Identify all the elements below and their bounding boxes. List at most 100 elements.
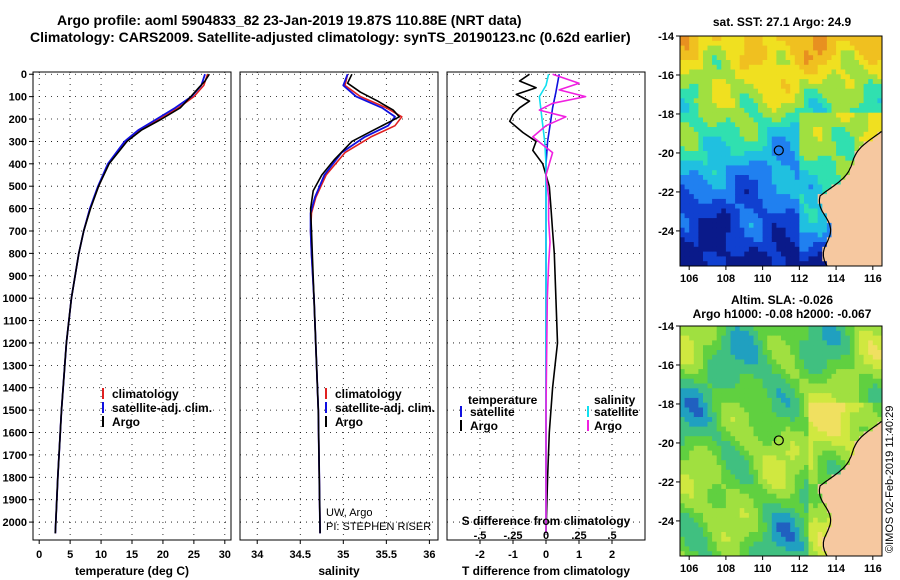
map-cell xyxy=(680,103,686,109)
map-cell xyxy=(863,326,869,332)
map-cell xyxy=(703,40,709,47)
map-cell xyxy=(877,227,883,233)
map-cell xyxy=(813,213,819,219)
map-cell xyxy=(735,436,741,442)
map-cell xyxy=(863,503,869,509)
map-cell xyxy=(693,88,699,94)
map-cell xyxy=(684,512,690,519)
map-cell xyxy=(776,340,782,346)
map-cell xyxy=(684,373,690,380)
map-cell xyxy=(826,155,832,162)
map-cell xyxy=(817,536,823,543)
map-x-tick-label: 108 xyxy=(717,563,735,575)
map-cell xyxy=(813,141,819,147)
map-cell xyxy=(826,151,832,157)
map-cell xyxy=(776,345,782,351)
map-cell xyxy=(689,455,695,461)
map-cell xyxy=(748,141,754,147)
map-cell xyxy=(771,373,777,380)
map-cell xyxy=(707,541,713,547)
map-cell xyxy=(744,127,750,133)
map-cell xyxy=(831,184,837,190)
map-cell xyxy=(716,146,722,152)
map-cell xyxy=(735,122,741,128)
map-cell xyxy=(845,488,851,495)
map-cell xyxy=(712,541,718,547)
map-cell xyxy=(817,354,823,361)
map-cell xyxy=(826,40,832,47)
map-cell xyxy=(744,74,750,80)
map-cell xyxy=(725,488,731,495)
map-cell xyxy=(836,373,842,380)
map-cell xyxy=(863,198,869,205)
map-cell xyxy=(776,69,782,75)
map-cell xyxy=(684,227,690,233)
map-cell xyxy=(785,232,791,238)
map-cell xyxy=(877,36,883,42)
map-cell xyxy=(799,426,805,432)
map-cell xyxy=(753,512,759,519)
map-cell xyxy=(794,194,800,200)
map-cell xyxy=(771,445,777,452)
map-cell xyxy=(730,136,736,142)
map-cell xyxy=(771,541,777,547)
map-cell xyxy=(826,350,832,356)
map-cell xyxy=(808,242,814,248)
map-cell xyxy=(877,517,883,523)
map-cell xyxy=(753,412,759,418)
map-cell xyxy=(716,441,722,447)
map-cell xyxy=(693,36,699,42)
map-cell xyxy=(767,460,773,466)
map-cell xyxy=(684,421,690,428)
map-cell xyxy=(808,546,814,552)
map-cell xyxy=(744,251,750,257)
map-cell xyxy=(781,93,787,99)
map-cell xyxy=(767,498,773,504)
map-cell xyxy=(804,479,810,485)
map-cell xyxy=(817,397,823,404)
map-cell xyxy=(703,335,709,341)
map-cell xyxy=(854,469,860,476)
map-cell xyxy=(776,359,782,365)
map-cell xyxy=(799,107,805,114)
map-cell xyxy=(794,198,800,205)
map-cell xyxy=(781,60,787,66)
map-cell xyxy=(781,508,787,514)
map-cell xyxy=(836,146,842,152)
map-cell xyxy=(735,194,741,200)
map-cell xyxy=(794,165,800,171)
map-cell xyxy=(872,441,878,447)
map-x-tick-label: 108 xyxy=(717,273,735,285)
map-cell xyxy=(868,436,874,442)
map-cell xyxy=(758,122,764,128)
map-cell xyxy=(689,369,695,375)
map-cell xyxy=(748,107,754,114)
map-cell xyxy=(808,69,814,75)
map-cell xyxy=(689,227,695,233)
map-cell xyxy=(868,184,874,190)
map-cell xyxy=(868,421,874,428)
map-cell xyxy=(693,83,699,90)
map-cell xyxy=(785,112,791,118)
map-cell xyxy=(748,79,754,85)
map-cell xyxy=(872,369,878,375)
map-cell xyxy=(813,417,819,423)
map-cell xyxy=(831,378,837,384)
map-cell xyxy=(684,340,690,346)
map-cell xyxy=(808,445,814,452)
map-cell xyxy=(758,364,764,370)
map-cell xyxy=(877,222,883,229)
map-cell xyxy=(781,460,787,466)
map-cell xyxy=(854,546,860,552)
map-cell xyxy=(771,402,777,408)
map-cell xyxy=(762,493,768,499)
map-cell xyxy=(808,431,814,437)
map-cell xyxy=(739,498,745,504)
map-cell xyxy=(762,484,768,490)
map-cell xyxy=(680,79,686,85)
map-cell xyxy=(804,189,810,195)
map-cell xyxy=(840,122,846,128)
map-cell xyxy=(785,517,791,523)
map-cell xyxy=(808,388,814,394)
map-cell xyxy=(680,450,686,456)
